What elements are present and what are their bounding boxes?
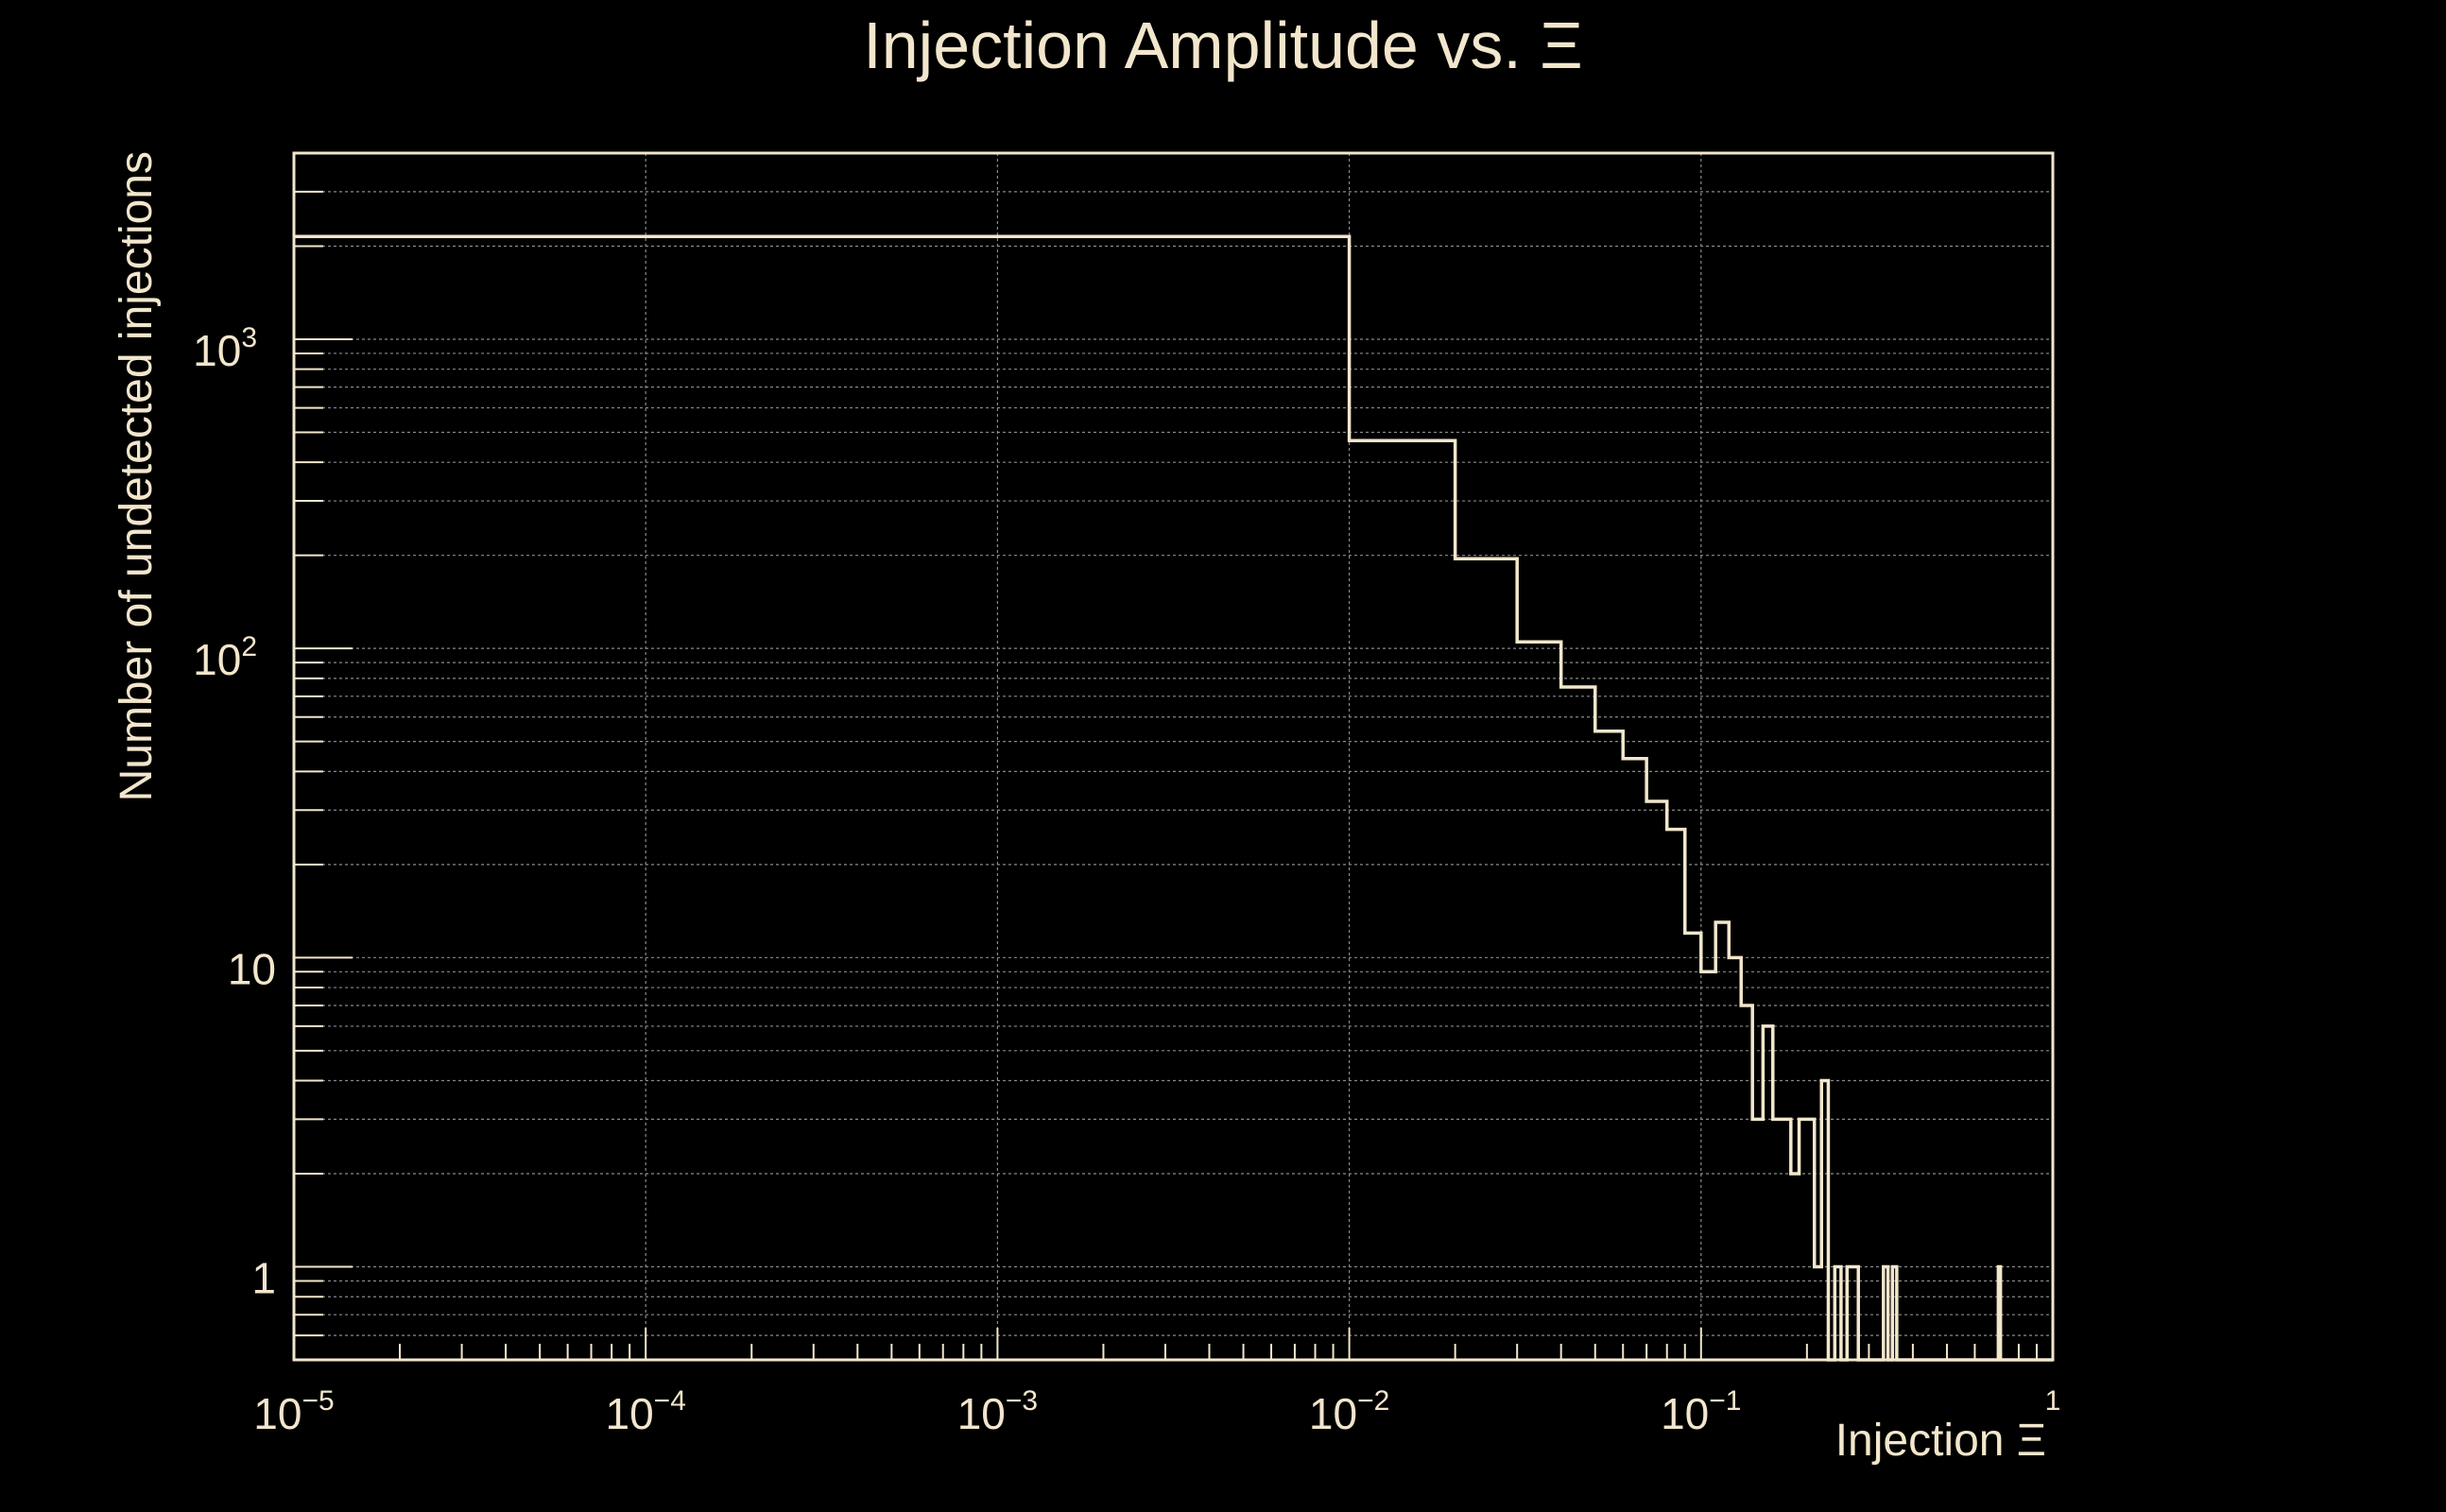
y-tick-label: 1: [251, 1254, 276, 1303]
y-tick-label: 103: [193, 322, 257, 375]
x-tick-label: 10−5: [253, 1385, 334, 1438]
histogram-series: [294, 234, 2053, 1362]
x-tick-label: 10−3: [957, 1385, 1038, 1438]
plot-frame: [292, 151, 2055, 1362]
y-tick-label: 102: [193, 631, 257, 684]
y-tick-label: 10: [228, 944, 276, 993]
axis-ticks: [293, 152, 2038, 1361]
y-tick-labels: 1 10 102 103: [193, 322, 276, 1303]
x-tick-label: 10−4: [606, 1385, 686, 1438]
x-axis-label: Injection Ξ: [1835, 1416, 2046, 1466]
x-tick-label: 10−1: [1661, 1385, 1741, 1438]
x-tick-label: 1: [2045, 1385, 2061, 1417]
x-tick-label: 10−2: [1309, 1385, 1389, 1438]
chart-title: Injection Amplitude vs. Ξ: [863, 9, 1582, 82]
grid: [293, 152, 2053, 1361]
y-axis-label: Number of undetected injections: [112, 151, 162, 801]
x-tick-labels: 10−5 10−4 10−3 10−2 10−1 1: [253, 1385, 2060, 1438]
